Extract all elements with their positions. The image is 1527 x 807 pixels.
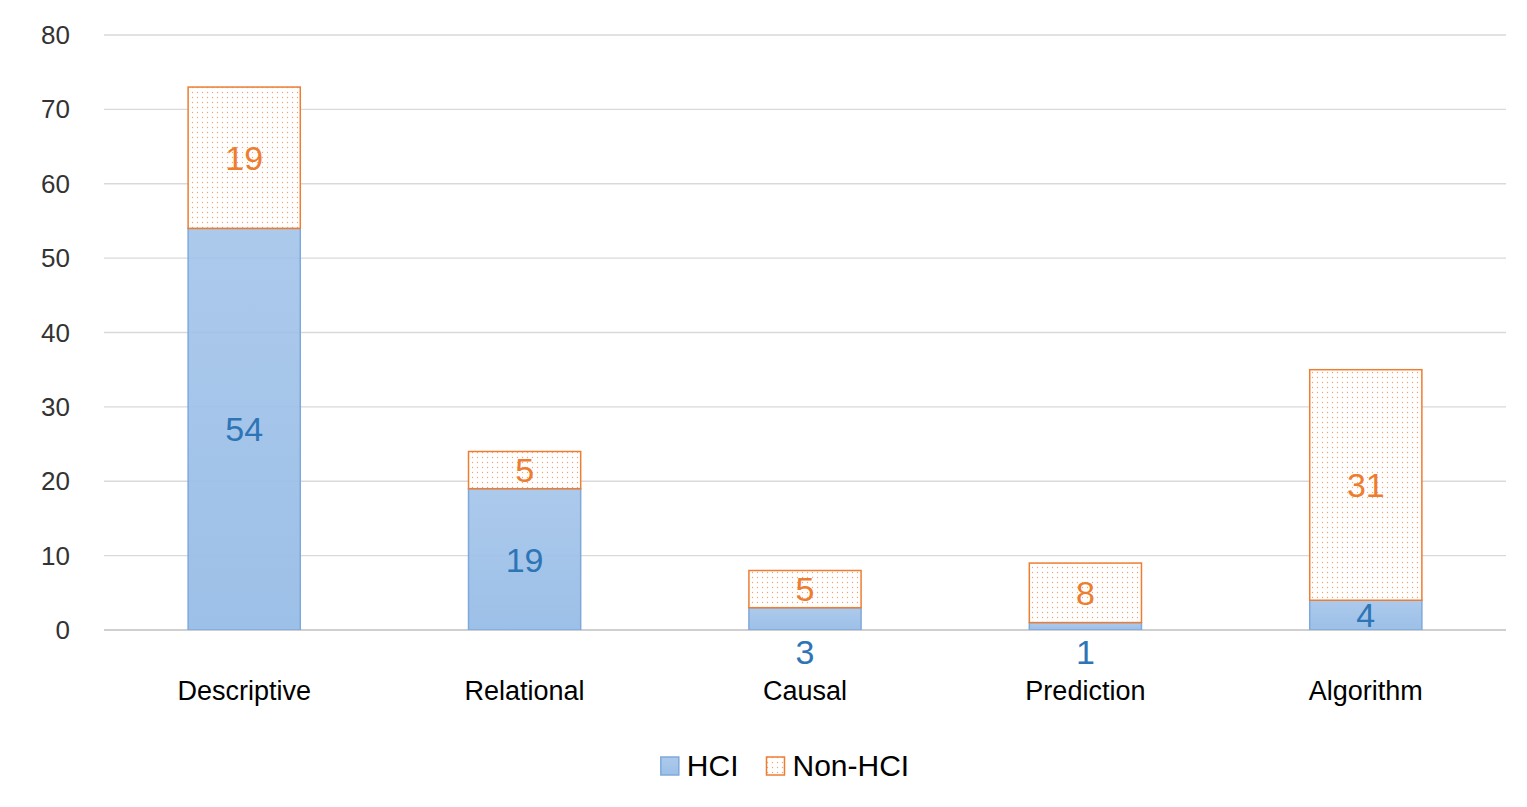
bar xyxy=(749,571,861,608)
data-label: 5 xyxy=(515,451,534,489)
grid-line xyxy=(104,183,1506,184)
bar xyxy=(469,489,581,630)
y-tick-label: 20 xyxy=(41,466,70,496)
data-label: 19 xyxy=(225,139,263,177)
bar xyxy=(749,608,861,630)
legend-swatch xyxy=(661,757,679,775)
data-label: 31 xyxy=(1347,466,1385,504)
y-tick-label: 50 xyxy=(41,243,70,273)
grid-line xyxy=(104,109,1506,110)
grid-line xyxy=(104,332,1506,333)
x-tick-label: Descriptive xyxy=(177,676,311,706)
data-label: 8 xyxy=(1076,574,1095,612)
x-tick-label: Prediction xyxy=(1025,676,1145,706)
data-label: 3 xyxy=(796,633,815,671)
x-tick-label: Algorithm xyxy=(1309,676,1423,706)
bar xyxy=(188,228,300,630)
y-tick-label: 40 xyxy=(41,318,70,348)
legend-label: HCI xyxy=(687,749,739,782)
data-label: 5 xyxy=(796,570,815,608)
grid-line xyxy=(104,34,1506,35)
y-tick-label: 10 xyxy=(41,541,70,571)
x-tick-label: Relational xyxy=(465,676,585,706)
y-tick-label: 30 xyxy=(41,392,70,422)
y-tick-label: 0 xyxy=(56,615,70,645)
bar xyxy=(1029,563,1141,623)
data-label: 4 xyxy=(1356,596,1375,634)
bar xyxy=(1310,370,1422,601)
x-tick-label: Causal xyxy=(763,676,847,706)
data-label: 54 xyxy=(225,410,263,448)
legend-label: Non-HCI xyxy=(792,749,909,782)
chart: 0 10 20 30 40 50 60 70 80 54 19 19 5 3 5 1 8 4 31 Descripti… xyxy=(0,0,1527,807)
data-label: 19 xyxy=(506,541,544,579)
y-tick-label: 80 xyxy=(41,20,70,50)
data-label: 1 xyxy=(1076,633,1095,671)
grid-line xyxy=(104,406,1506,407)
bar xyxy=(1029,623,1141,630)
data-labels: 54 19 19 5 3 5 1 8 4 31 xyxy=(225,139,1384,671)
y-tick-label: 70 xyxy=(41,94,70,124)
y-tick-label: 60 xyxy=(41,169,70,199)
legend: HCI Non-HCI xyxy=(661,749,909,782)
grid-line xyxy=(104,481,1506,482)
grid-line xyxy=(104,257,1506,258)
bars xyxy=(188,87,1422,630)
legend-swatch xyxy=(766,757,784,775)
bar xyxy=(469,452,581,489)
grid-line xyxy=(104,555,1506,556)
bar xyxy=(188,87,300,228)
